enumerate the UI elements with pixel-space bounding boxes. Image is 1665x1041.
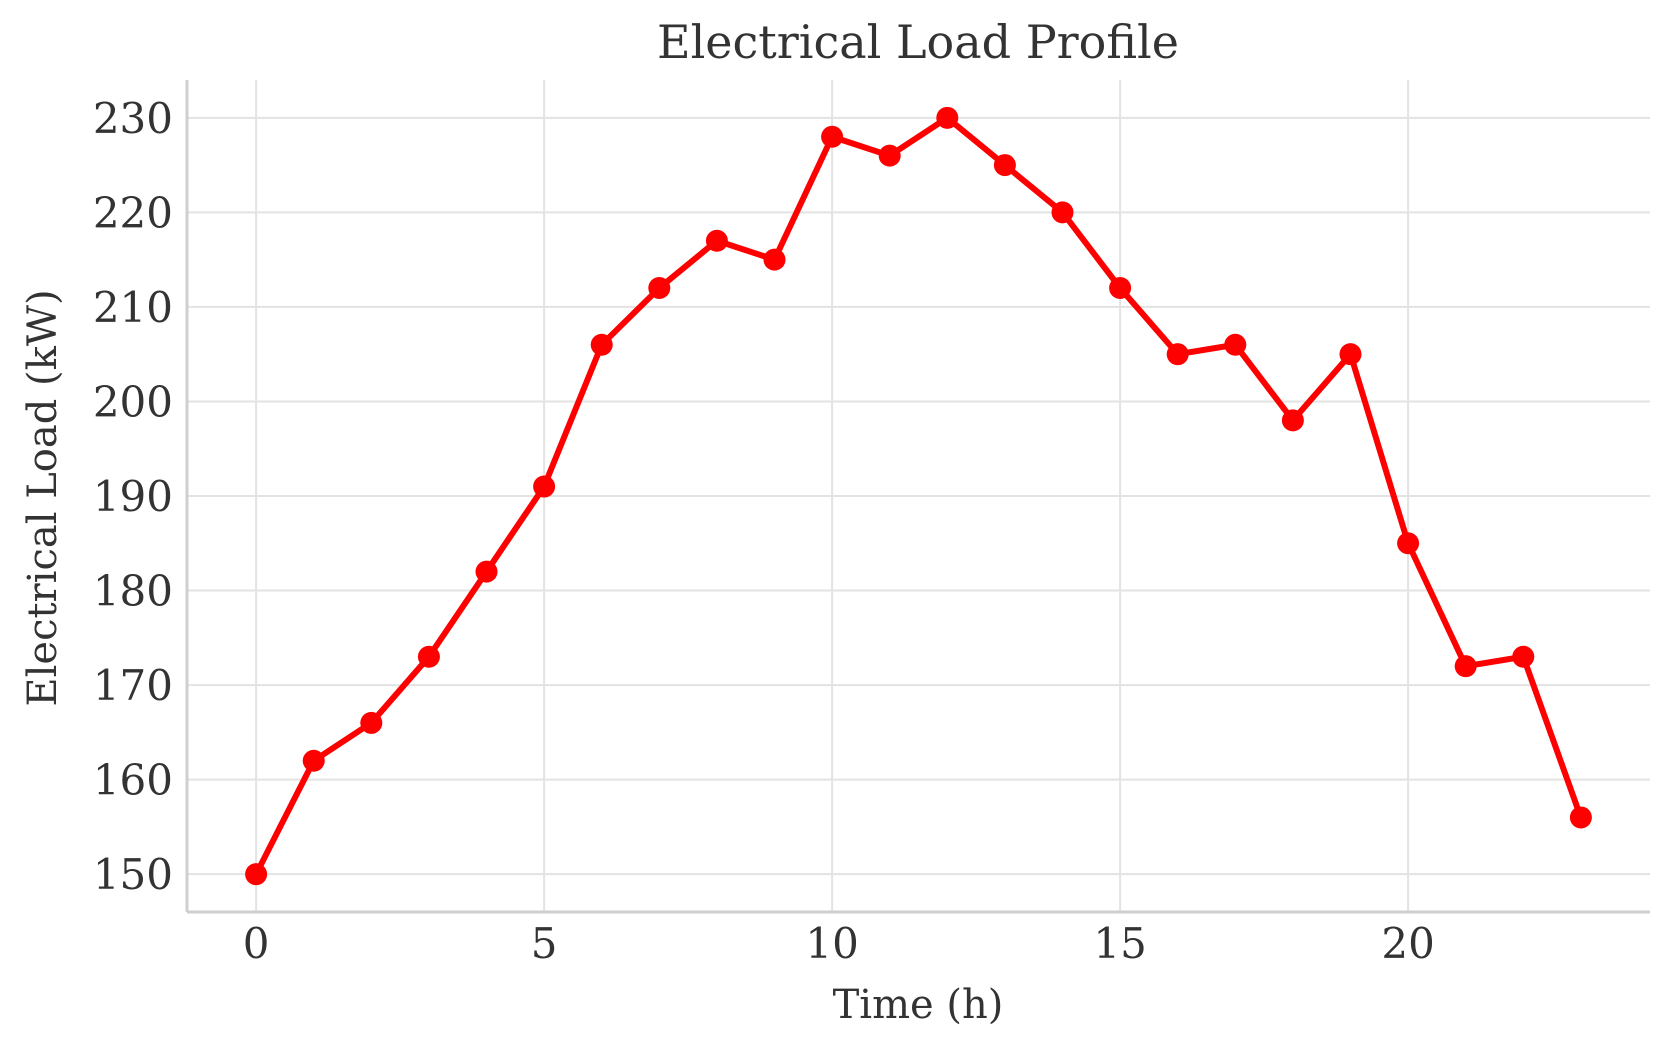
data-point: [878, 144, 901, 167]
x-tick-label: 15: [1093, 919, 1146, 968]
data-point: [1397, 532, 1420, 555]
x-tick-label: 10: [805, 919, 858, 968]
y-tick-label: 210: [93, 283, 173, 332]
data-point: [1569, 806, 1592, 829]
data-point: [1281, 409, 1304, 432]
y-tick-labels: 150 160 170 180 190 200 210 220 230: [93, 94, 173, 899]
data-point: [1339, 343, 1362, 366]
data-point: [1224, 333, 1247, 356]
y-axis-label: Electrical Load (kW): [20, 289, 66, 706]
chart-title: Electrical Load Profile: [657, 15, 1179, 69]
data-point: [360, 711, 383, 734]
data-point: [417, 645, 440, 668]
x-tick-label: 0: [243, 919, 270, 968]
x-tick-labels: 0 5 10 15 20: [243, 919, 1435, 968]
data-point: [475, 560, 498, 583]
y-tick-label: 150: [93, 850, 173, 899]
horizontal-gridlines: [187, 116, 1650, 876]
data-point: [533, 475, 556, 498]
data-point: [648, 277, 671, 299]
y-tick-label: 180: [93, 567, 173, 616]
data-point: [821, 125, 844, 148]
data-point: [302, 749, 325, 772]
x-tick-label: 20: [1381, 919, 1434, 968]
y-tick-label: 200: [93, 377, 173, 426]
data-point: [245, 863, 268, 886]
series-layer: [245, 106, 1592, 886]
x-axis-label: Time (h): [833, 982, 1004, 1028]
series-line: [253, 114, 1584, 878]
data-point: [705, 229, 728, 252]
y-tick-label: 230: [93, 94, 173, 143]
data-point: [1454, 655, 1477, 678]
data-point: [1051, 201, 1074, 224]
data-point: [590, 333, 613, 356]
y-tick-label: 160: [93, 756, 173, 805]
y-tick-label: 170: [93, 661, 173, 710]
data-point: [763, 248, 786, 271]
data-point: [936, 106, 959, 129]
y-tick-label: 220: [93, 188, 173, 237]
data-point: [1512, 645, 1535, 668]
y-tick-label: 190: [93, 472, 173, 521]
data-point: [993, 154, 1016, 177]
data-point: [1166, 343, 1189, 366]
data-point: [1109, 277, 1132, 299]
x-tick-label: 5: [531, 919, 558, 968]
